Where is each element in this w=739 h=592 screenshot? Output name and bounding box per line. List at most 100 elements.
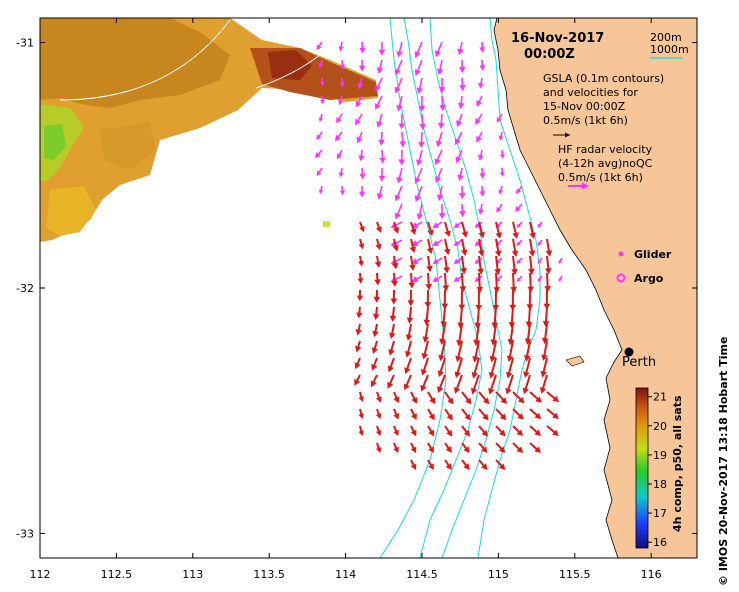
hf-arrow	[524, 323, 532, 345]
hf-arrow	[511, 238, 519, 257]
hf-arrow	[357, 272, 364, 284]
gsla-arrow	[357, 77, 364, 90]
gsla-arrow	[496, 113, 503, 123]
hf-arrow	[375, 391, 382, 403]
gsla-arrow	[516, 221, 523, 228]
colorbar-tick-label: 17	[653, 507, 667, 520]
hf-arrow	[371, 340, 378, 355]
hf-arrow	[354, 357, 361, 370]
hf-arrow	[461, 221, 468, 238]
hf-arrow	[425, 272, 433, 291]
x-tick-label: 114.5	[406, 568, 438, 581]
gsla-arrow	[432, 257, 443, 264]
gsla-arrow	[455, 149, 463, 164]
gsla-scale-arrowhead	[565, 132, 570, 138]
gsla-arrow	[374, 95, 383, 110]
gsla-arrow	[537, 257, 543, 264]
hf-arrow	[354, 374, 361, 386]
argo-legend-label: Argo	[634, 272, 664, 285]
gsla-arrow	[516, 275, 523, 282]
gsla-legend-line2: and velocities for	[543, 86, 638, 99]
gsla-arrow	[478, 203, 484, 215]
hf-arrow	[410, 391, 418, 404]
gsla-arrow	[459, 203, 466, 218]
hf-arrow	[546, 425, 559, 436]
gsla-arrow	[516, 239, 523, 246]
contour-200m-label: 200m	[650, 31, 682, 44]
gsla-arrow	[359, 41, 366, 54]
hf-arrow	[478, 391, 490, 405]
hf-arrow	[389, 306, 397, 322]
hf-arrow	[426, 255, 433, 273]
hf-arrow	[358, 425, 364, 436]
hf-arrow	[494, 238, 502, 257]
hf-arrow	[405, 323, 413, 341]
hf-arrow	[461, 391, 472, 405]
gsla-arrow	[318, 59, 324, 69]
hf-arrow	[477, 255, 484, 275]
gsla-arrow	[316, 167, 323, 177]
hf-arrow	[495, 221, 502, 239]
gsla-arrow	[378, 41, 386, 56]
gsla-arrow	[475, 113, 483, 125]
hf-arrow	[403, 374, 412, 391]
gsla-arrow	[477, 149, 484, 161]
hf-arrow	[359, 221, 365, 233]
hf-arrow	[427, 408, 435, 421]
gsla-arrow	[432, 221, 443, 228]
x-tick-label: 113	[182, 568, 203, 581]
gsla-arrow	[457, 95, 465, 110]
hf-arrow	[391, 255, 399, 270]
hf-arrow	[541, 323, 549, 345]
gsla-arrow	[358, 59, 366, 72]
gsla-arrow	[479, 59, 486, 71]
hf-arrow	[460, 255, 467, 275]
x-tick-label: 112	[30, 568, 51, 581]
hf-arrow	[375, 425, 382, 436]
colorbar-tick-label: 20	[653, 420, 667, 433]
gsla-arrow	[438, 203, 446, 220]
perth-label: Perth	[622, 355, 656, 370]
hf-arrow	[510, 272, 518, 294]
hf-arrow	[511, 255, 518, 276]
gsla-arrow	[320, 77, 325, 87]
x-tick-label: 116	[641, 568, 662, 581]
gsla-arrow	[432, 275, 443, 282]
hf-arrow	[488, 374, 497, 395]
hf-arrow	[355, 340, 362, 353]
hf-arrow	[404, 357, 412, 375]
hf-arrow	[439, 323, 446, 346]
gsla-arrow	[318, 185, 324, 195]
gsla-arrow	[439, 95, 446, 112]
hf-legend-line2: (4-12h avg)noQC	[558, 157, 653, 170]
sst-data-field	[40, 18, 378, 242]
hf-arrow	[375, 442, 382, 453]
hf-arrow	[540, 357, 548, 378]
gsla-arrow	[418, 131, 425, 148]
gsla-legend-line1: GSLA (0.1m contours)	[543, 72, 664, 85]
hf-arrow	[404, 340, 412, 358]
x-tick-label: 113.5	[253, 568, 285, 581]
hf-arrow	[444, 391, 454, 405]
colorbar-tick-label: 21	[653, 391, 667, 404]
hf-arrow	[440, 306, 447, 328]
hf-arrow	[422, 323, 429, 343]
hf-arrow	[388, 340, 395, 356]
time-label: 00:00Z	[524, 47, 575, 62]
gsla-arrow	[558, 257, 563, 264]
hf-arrow	[393, 442, 399, 453]
gsla-arrow	[355, 113, 363, 126]
gsla-arrow	[414, 41, 423, 58]
gsla-arrow	[436, 185, 444, 202]
gsla-arrow	[398, 149, 405, 166]
gsla-arrow	[432, 239, 443, 246]
gsla-arrow	[338, 95, 344, 106]
hf-arrow	[358, 391, 365, 403]
gsla-arrow	[378, 131, 385, 146]
hf-arrow	[375, 408, 382, 420]
gsla-arrow	[454, 131, 463, 146]
hf-arrow	[410, 221, 417, 236]
x-tick-label: 115.5	[559, 568, 591, 581]
colorbar-tick-label: 19	[653, 449, 667, 462]
